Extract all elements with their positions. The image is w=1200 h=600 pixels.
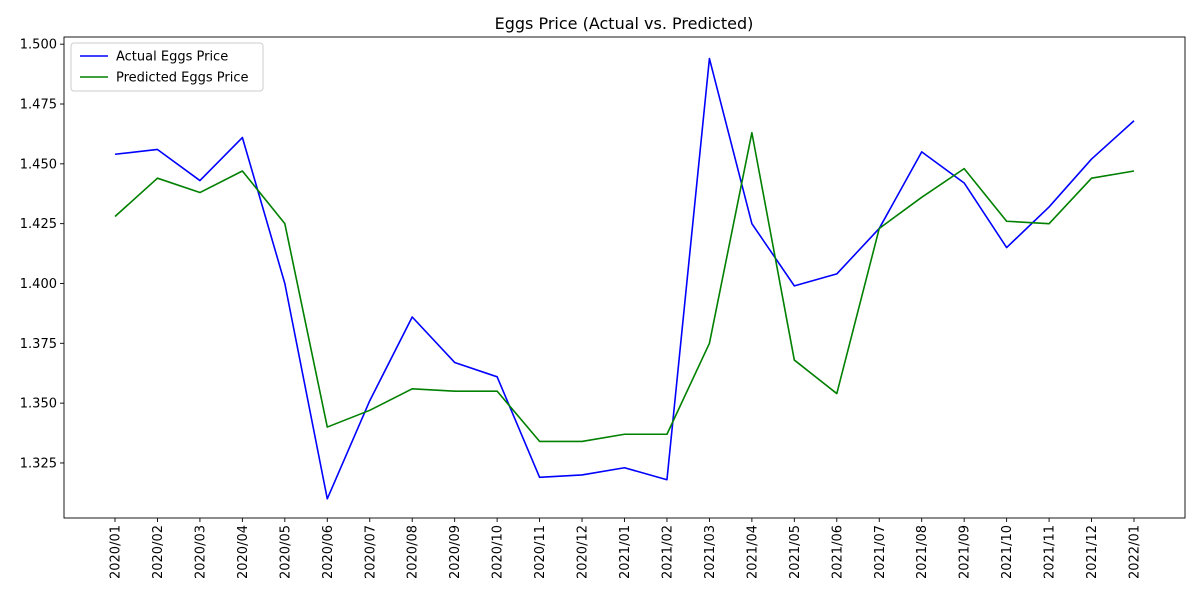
y-tick-label: 1.400 <box>20 277 57 292</box>
y-tick-label: 1.375 <box>20 337 57 352</box>
chart-title: Eggs Price (Actual vs. Predicted) <box>495 14 754 33</box>
x-tick-label: 2021/11 <box>1043 525 1058 579</box>
y-tick-label: 1.425 <box>20 217 57 232</box>
x-tick-label: 2021/07 <box>873 525 888 579</box>
x-tick-label: 2021/01 <box>618 525 633 579</box>
x-tick-label: 2020/03 <box>193 525 208 579</box>
x-tick-label: 2020/12 <box>576 525 591 579</box>
y-tick-label: 1.450 <box>20 157 57 172</box>
x-tick-label: 2021/03 <box>703 525 718 579</box>
series-line-predicted <box>114 131 1135 443</box>
x-tick-label: 2020/06 <box>321 525 336 579</box>
axes-frame <box>63 36 1186 519</box>
y-tick-label: 1.325 <box>20 456 57 471</box>
plot-area: 1.325 1.350 1.375 1.400 1.425 1.450 1.475 1.500… <box>20 36 1186 579</box>
x-tick-label: 2020/11 <box>533 525 548 579</box>
y-tick-label: 1.350 <box>20 397 57 412</box>
x-tick-label: 2020/02 <box>151 525 166 579</box>
legend-label-actual: Actual Eggs Price <box>116 50 228 65</box>
y-tick-label: 1.475 <box>20 98 57 113</box>
x-tick-label: 2020/04 <box>236 525 251 579</box>
x-tick-label: 2022/01 <box>1128 525 1143 579</box>
x-tick-label: 2020/10 <box>491 525 506 579</box>
legend-box <box>70 42 264 92</box>
series-line-actual <box>114 57 1135 500</box>
x-tick-label: 2021/05 <box>788 525 803 579</box>
x-tick-label: 2021/02 <box>660 525 675 579</box>
legend-label-predicted: Predicted Eggs Price <box>116 71 249 86</box>
x-tick-label: 2021/09 <box>958 525 973 579</box>
x-tick-label: 2020/01 <box>109 525 124 579</box>
x-tick-label: 2021/04 <box>745 525 760 579</box>
x-tick-label: 2021/10 <box>1000 525 1015 579</box>
x-tick-label: 2020/05 <box>278 525 293 579</box>
x-tick-label: 2021/08 <box>915 525 930 579</box>
x-tick-label: 2020/08 <box>406 525 421 579</box>
x-tick-label: 2021/12 <box>1085 525 1100 579</box>
x-tick-label: 2020/09 <box>448 525 463 579</box>
y-tick-label: 1.500 <box>20 38 57 53</box>
x-tick-label: 2020/07 <box>363 525 378 579</box>
x-tick-label: 2021/06 <box>830 525 845 579</box>
